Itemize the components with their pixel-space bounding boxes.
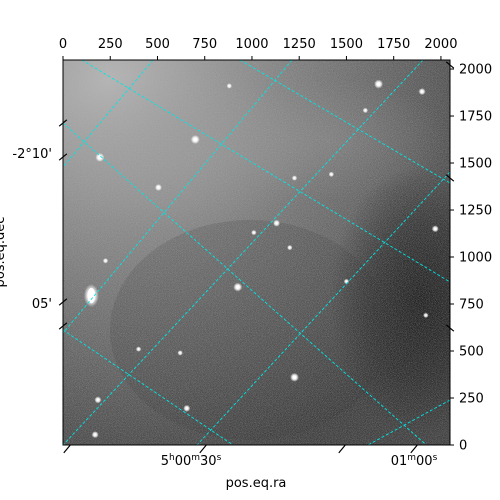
ra-tick-label: 5h00m30s (161, 453, 222, 469)
x-tick-label: 1750 (377, 37, 410, 52)
dec-grid-line (63, 329, 234, 445)
source-marker (275, 221, 278, 225)
source-marker (289, 246, 291, 249)
wcs-tick-mark (199, 444, 207, 454)
source-marker (364, 109, 367, 112)
wcs-tick-mark (63, 444, 71, 454)
x-tick-label: 250 (98, 37, 123, 52)
astronomical-image (63, 60, 450, 445)
wcs-tick-mark (338, 444, 346, 454)
wcs-tick-mark (58, 153, 68, 161)
wcs-tick-mark (58, 298, 68, 306)
source-marker (87, 287, 96, 304)
wcs-tick-mark (445, 61, 455, 69)
plot-frame (62, 59, 451, 446)
source-marker (96, 398, 100, 402)
wcs-tick-mark (445, 324, 455, 332)
ra-grid-line (63, 60, 293, 334)
wcs-tick-mark (58, 119, 68, 127)
source-marker (330, 173, 333, 176)
y-tick-label: 0 (459, 439, 467, 454)
source-marker (137, 348, 140, 350)
y-tick-label: 2000 (459, 63, 492, 78)
ra-grid-line (196, 171, 450, 445)
y-tick-label: 500 (459, 345, 484, 360)
x-tick-label: 2000 (424, 37, 457, 52)
source-marker (345, 280, 348, 283)
source-marker (292, 375, 297, 380)
wcs-tick-mark (58, 322, 68, 330)
source-marker (98, 155, 102, 160)
y-tick-label: 1500 (459, 157, 492, 172)
source-marker (253, 231, 255, 234)
ra-grid-line (63, 60, 154, 168)
world-coordinate-ticks (58, 61, 455, 454)
coordinate-grid (63, 60, 450, 445)
pixel-x-axis: 0 250 500 750 1000 1250 1500 1750 2000 (59, 37, 457, 60)
source-marker (185, 407, 188, 410)
dec-tick-label: -2°10' (12, 147, 52, 162)
y-tick-label: 250 (459, 392, 484, 407)
source-marker (376, 82, 381, 86)
dec-grid-line (239, 60, 450, 184)
dec-grid-line (81, 60, 450, 283)
y-axis-title: pos.eq.dec (0, 217, 8, 288)
x-tick-label: 750 (192, 37, 217, 52)
source-marker (235, 285, 240, 289)
y-tick-label: 1250 (459, 204, 492, 219)
source-marker (104, 260, 107, 262)
x-tick-label: 1250 (283, 37, 316, 52)
source-marker (228, 85, 231, 87)
source-markers (83, 79, 439, 439)
x-axis-title: pos.eq.ra (226, 476, 287, 491)
ra-tick-label: 01m00s (391, 453, 438, 469)
source-marker (157, 186, 160, 189)
ra-grid-line (367, 399, 450, 445)
dec-tick-label: 05' (32, 297, 52, 312)
x-tick-label: 500 (145, 37, 170, 52)
pixel-y-axis: 0 250 500 750 1000 1250 1500 1750 2000 (450, 63, 492, 454)
wcs-tick-mark (410, 444, 418, 454)
source-marker (179, 352, 181, 354)
source-marker (193, 137, 198, 142)
source-marker (425, 314, 427, 317)
x-tick-label: 0 (59, 37, 67, 52)
source-marker (434, 227, 437, 231)
y-tick-label: 750 (459, 298, 484, 313)
source-marker (420, 90, 424, 93)
wcs-tick-mark (445, 174, 455, 182)
ra-grid-line (63, 60, 424, 445)
y-tick-label: 1750 (459, 110, 492, 125)
x-tick-label: 1500 (330, 37, 363, 52)
y-tick-label: 1000 (459, 251, 492, 266)
source-marker (93, 433, 97, 436)
source-marker (293, 177, 296, 179)
x-tick-label: 1000 (235, 37, 268, 52)
dec-grid-line (63, 122, 427, 445)
